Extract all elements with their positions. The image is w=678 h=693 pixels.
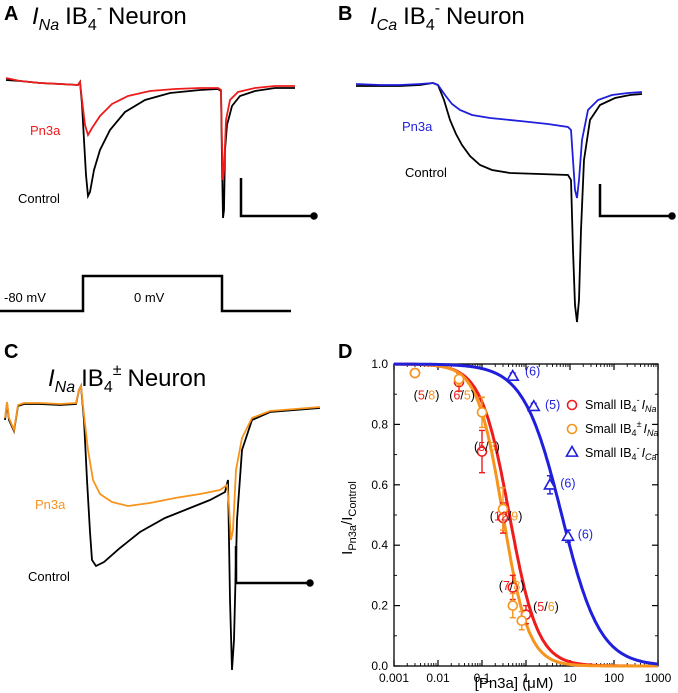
y-axis-label: IPn3a/IControl [339, 481, 359, 555]
y-tick-label: 1.0 [371, 357, 388, 371]
y-tick-label: 0.0 [371, 659, 388, 673]
panel-a-control-label: Control [18, 191, 60, 206]
x-axis-label: [Pn3a] (μM) [475, 675, 554, 692]
data-point-triangle [528, 401, 539, 411]
n-annotation: (6) [578, 528, 593, 542]
panel-c-control-trace [5, 386, 320, 670]
panel-b-pn3a-label: Pn3a [402, 119, 433, 134]
y-tick-label: 0.6 [371, 478, 388, 492]
panel-c-title: INa IB4± Neuron [48, 362, 206, 396]
panel-c-control-label: Control [28, 569, 70, 584]
panel-b-letter: B [338, 3, 352, 25]
n-annotation: (6/5) [449, 389, 475, 403]
n-annotation: (5/8) [414, 389, 440, 403]
data-point-circle [410, 369, 419, 378]
n-annotation: (5/6) [533, 600, 559, 614]
legend-marker [568, 401, 577, 410]
data-point-triangle [562, 531, 573, 541]
n-annotation: (6) [525, 365, 540, 379]
panel-c-scale-bar [236, 546, 313, 586]
legend-label: Small IB4- INa [585, 395, 657, 414]
legend-marker [568, 425, 577, 434]
x-tick-label: 100 [604, 671, 624, 685]
n-annotation: (5) [545, 398, 560, 412]
legend-label: Small IB4- ICa [585, 443, 657, 462]
n-annotation: (7/8) [499, 579, 525, 593]
x-tick-label: 10 [563, 671, 577, 685]
panel-c-pn3a-label: Pn3a [35, 497, 66, 512]
y-tick-label: 0.4 [371, 538, 388, 552]
panel-b-title: ICa IB4- Neuron [370, 0, 525, 34]
panel-d-letter: D [338, 341, 352, 363]
n-annotation: (5/8) [474, 440, 500, 454]
data-point-circle [517, 616, 526, 625]
n-annotation: (6) [560, 476, 575, 490]
panel-b-pn3a-trace [356, 83, 642, 198]
panel-b-scale-bar [600, 184, 675, 219]
data-point-circle [454, 375, 463, 384]
data-point-circle [478, 408, 487, 417]
panel-a-holding-label: -80 mV [4, 290, 46, 305]
y-tick-label: 0.8 [371, 417, 388, 431]
panel-d: D 0.001 0.01 0.1 1 10 100 10000.00.20.40.60.81… [338, 341, 672, 692]
panel-a-title: INa IB4- Neuron [32, 0, 187, 34]
panel-c-letter: C [4, 341, 18, 363]
legend-marker [567, 447, 578, 457]
legend-label: Small IB4± INa [585, 419, 659, 438]
panel-c: C INa IB4± Neuron Pn3a Control [4, 341, 320, 670]
panel-a-pn3a-label: Pn3a [30, 123, 61, 138]
panel-b: B ICa IB4- Neuron Pn3a Control [338, 0, 675, 322]
n-annotation: (12/9) [490, 510, 523, 524]
panel-c-pn3a-trace [5, 386, 320, 540]
figure: A INa IB4- Neuron Pn3a Control -80 mV 0 mV… [0, 0, 678, 693]
panel-a-scale-bar [241, 178, 317, 219]
x-tick-label: 1000 [645, 671, 672, 685]
panel-a-step-label: 0 mV [134, 290, 165, 305]
panel-a-letter: A [4, 3, 18, 25]
panel-a: A INa IB4- Neuron Pn3a Control -80 mV 0 mV [0, 0, 317, 311]
y-tick-label: 0.2 [371, 599, 388, 613]
legend: Small IB4- INa Small IB4± INa Small IB4- ICa [567, 395, 659, 462]
panel-b-control-label: Control [405, 165, 447, 180]
data-point-circle [508, 601, 517, 610]
x-tick-label: 0.01 [426, 671, 450, 685]
data-point-triangle [507, 371, 518, 381]
x-tick-label: 0.001 [379, 671, 409, 685]
